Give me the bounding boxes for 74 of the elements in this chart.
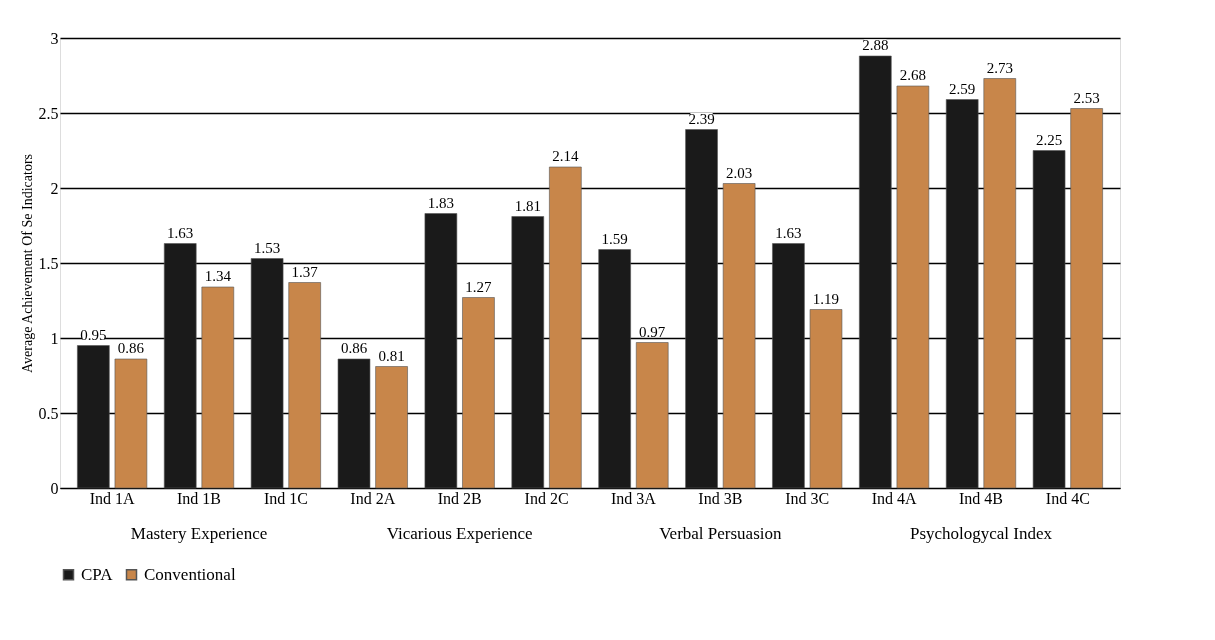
data-label: 1.59 xyxy=(601,230,628,247)
bar xyxy=(201,286,235,489)
data-label: 2.39 xyxy=(688,110,715,127)
y-tick-label: 0.5 xyxy=(38,404,59,422)
y-tick-label: 1 xyxy=(50,329,59,347)
x-tick-label: Ind 3B xyxy=(698,489,743,507)
bar xyxy=(375,366,408,489)
x-tick-label: Ind 4C xyxy=(1045,489,1090,507)
bar xyxy=(250,258,284,489)
bar xyxy=(809,309,843,489)
bar xyxy=(635,342,669,489)
data-label: 0.97 xyxy=(639,323,666,340)
bar xyxy=(859,55,892,489)
x-tick-label: Ind 2B xyxy=(437,489,482,507)
bar xyxy=(598,249,631,489)
bar xyxy=(1070,108,1103,489)
y-tick-label: 0 xyxy=(50,479,59,497)
y-axis-title: Average Achievement Of Se Indicators xyxy=(19,154,35,373)
x-tick-label: Ind 3A xyxy=(611,489,657,507)
data-label: 0.95 xyxy=(80,326,107,343)
bar xyxy=(288,282,321,489)
data-label: 2.59 xyxy=(949,80,976,97)
x-tick-label: Ind 1A xyxy=(89,489,136,507)
data-label: 0.86 xyxy=(340,340,368,356)
bar xyxy=(163,243,197,489)
bar xyxy=(114,358,148,489)
data-label: 1.63 xyxy=(775,224,802,241)
bar xyxy=(77,345,110,489)
data-label: 2.88 xyxy=(862,37,889,53)
text: Mastery Experience xyxy=(130,524,268,543)
data-label: 1.19 xyxy=(812,290,840,307)
y-tick-label: 2.5 xyxy=(38,104,59,122)
text: Vicarious Experience xyxy=(386,524,533,543)
bar xyxy=(337,358,371,489)
x-tick-label: Ind 1C xyxy=(263,489,308,507)
data-label: 2.25 xyxy=(1035,131,1063,148)
data-label: 1.53 xyxy=(253,239,281,256)
bar xyxy=(945,99,979,489)
data-label: 1.63 xyxy=(167,224,194,241)
data-label: 2.03 xyxy=(725,164,753,181)
bar xyxy=(685,129,718,489)
bar xyxy=(896,85,930,489)
x-tick-label: Ind 4A xyxy=(871,489,917,507)
data-label: 0.81 xyxy=(378,347,405,364)
data-label: 1.83 xyxy=(427,194,455,211)
bar xyxy=(424,213,458,489)
data-label: 2.73 xyxy=(986,59,1013,76)
bar xyxy=(722,183,756,489)
bar xyxy=(983,78,1017,489)
y-tick-label: 3 xyxy=(50,29,59,47)
data-label: 1.34 xyxy=(204,268,232,284)
bar xyxy=(1032,150,1066,489)
x-tick-label: Ind 3C xyxy=(785,489,830,507)
data-label: 2.68 xyxy=(899,67,927,83)
data-label: 1.27 xyxy=(465,278,493,295)
x-tick-label: Ind 1B xyxy=(177,489,222,507)
data-label: 1.81 xyxy=(514,197,541,214)
legend-label: Conventional xyxy=(144,564,236,584)
data-label: 0.86 xyxy=(117,340,145,356)
x-tick-label: Ind 2A xyxy=(350,489,396,507)
data-label: 2.14 xyxy=(552,148,579,164)
data-label: 2.53 xyxy=(1073,89,1100,106)
data-label: 1.37 xyxy=(291,263,319,280)
x-tick-label: Ind 4B xyxy=(958,489,1003,507)
bar xyxy=(511,216,545,489)
bar xyxy=(772,243,805,489)
y-tick-label: 1.5 xyxy=(38,254,59,272)
x-tick-label: Ind 2C xyxy=(524,489,569,507)
y-tick-label: 2 xyxy=(50,179,59,197)
text: Verbal Persuasion xyxy=(659,524,782,543)
legend-label: CPA xyxy=(81,564,114,584)
bar xyxy=(549,166,582,489)
text: Psychologycal Index xyxy=(909,524,1053,543)
bar xyxy=(462,297,495,489)
